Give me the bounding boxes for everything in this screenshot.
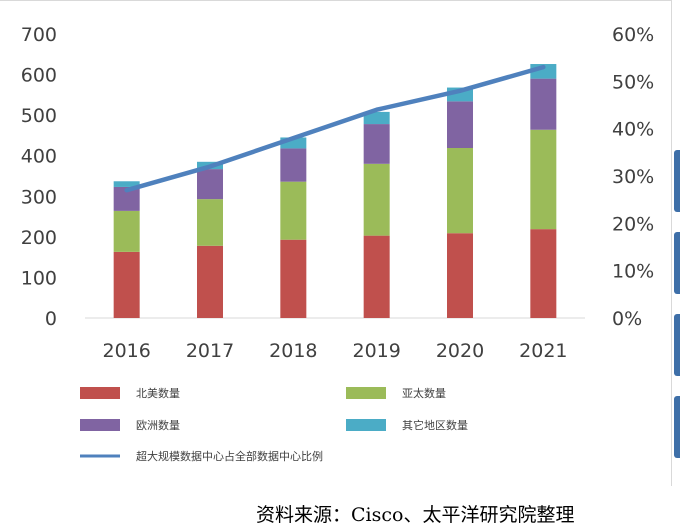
y2-tick-label: 0%: [612, 308, 642, 330]
y2-tick-label: 20%: [612, 213, 654, 235]
line-series: [124, 64, 546, 193]
stacked-bar-line-chart: 0 100 200 300 400 500 600 700 0% 10% 20% 30% 40% 50% 6…: [21, 24, 655, 463]
y-tick-label: 300: [21, 186, 57, 208]
bar-segment: [363, 163, 390, 236]
edge-tab[interactable]: [674, 232, 680, 294]
line-point: [208, 165, 212, 169]
bar-segment: [113, 181, 140, 187]
legend-swatch: [80, 419, 120, 431]
bar-segment: [363, 111, 390, 125]
y2-tick-label: 30%: [612, 166, 654, 188]
line-point: [375, 108, 379, 112]
chart-frame: [0, 0, 672, 486]
bar-segment: [447, 148, 473, 234]
bar-segment: [113, 186, 140, 211]
line-point: [458, 89, 462, 93]
y2-tick-label: 40%: [612, 119, 654, 141]
bar-segment: [113, 210, 140, 252]
x-tick-label: 2016: [102, 340, 150, 362]
bar-segment: [197, 169, 223, 200]
y-tick-label: 500: [21, 105, 57, 127]
x-tick-label: 2018: [269, 340, 317, 362]
bar-segment: [280, 137, 307, 149]
y-tick-label: 100: [21, 267, 57, 289]
edge-tab[interactable]: [674, 150, 680, 212]
legend-label: 其它地区数量: [402, 418, 468, 432]
source-note: 资料来源：Cisco、太平洋研究院整理: [256, 504, 575, 526]
legend-label: 超大规模数据中心占全部数据中心比例: [136, 449, 323, 463]
line-point: [125, 188, 129, 192]
bar-segment: [363, 124, 390, 164]
legend-label: 亚太数量: [402, 387, 446, 400]
bar-segment: [280, 239, 307, 318]
bar-segment: [280, 148, 307, 182]
x-tick-label: 2019: [352, 340, 400, 362]
y2-tick-label: 10%: [612, 261, 654, 283]
bar-segment: [447, 233, 473, 318]
y-tick-label: 600: [21, 65, 57, 87]
legend-label: 北美数量: [136, 387, 180, 400]
bar-segment: [280, 181, 307, 240]
bar-segment: [447, 101, 473, 149]
bar-segment: [530, 129, 557, 230]
y-tick-label: 400: [21, 146, 57, 168]
y-tick-label: 200: [21, 227, 57, 249]
y-tick-label: 0: [45, 308, 57, 330]
edge-tab[interactable]: [674, 396, 680, 458]
bar-segment: [197, 199, 223, 246]
x-tick-label: 2017: [186, 340, 234, 362]
legend-label: 欧洲数量: [136, 419, 180, 432]
y2-tick-label: 60%: [612, 24, 654, 46]
edge-tab[interactable]: [674, 314, 680, 376]
y-tick-label: 700: [21, 24, 57, 46]
legend-swatch: [346, 387, 386, 399]
x-tick-label: 2020: [436, 340, 484, 362]
bar-segment: [363, 235, 390, 318]
bar-segment: [530, 78, 557, 130]
bar-segment: [197, 245, 223, 318]
line-point: [541, 65, 545, 69]
line-point: [291, 136, 295, 140]
bar-segment: [113, 251, 140, 318]
legend-swatch: [80, 387, 120, 399]
bar-segment: [530, 229, 557, 318]
x-tick-label: 2021: [519, 340, 567, 362]
legend-swatch: [346, 419, 386, 431]
y2-tick-label: 50%: [612, 71, 654, 93]
